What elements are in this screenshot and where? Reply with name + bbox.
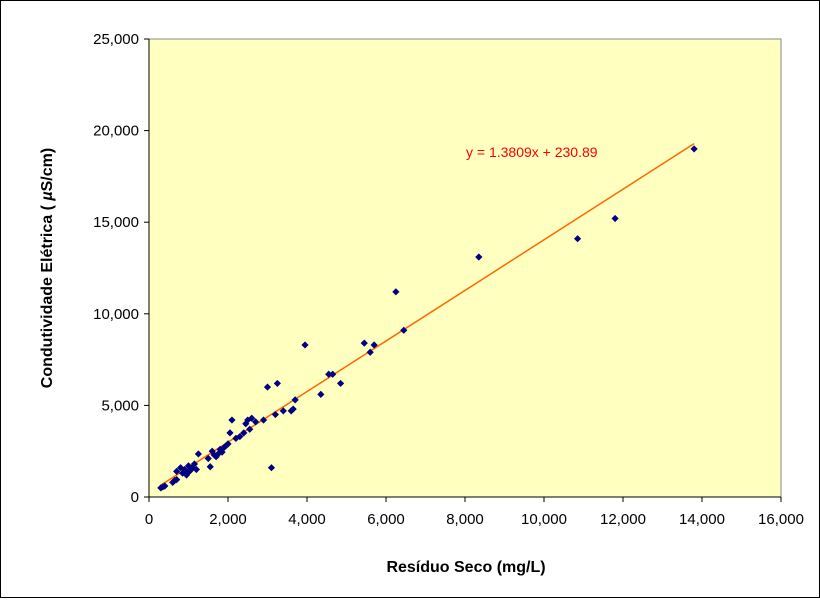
data-point bbox=[173, 467, 181, 475]
data-point bbox=[273, 379, 281, 388]
data-point bbox=[263, 383, 272, 391]
data-point bbox=[271, 410, 279, 419]
x-tick-label: 8,000 bbox=[446, 511, 484, 528]
data-point bbox=[228, 416, 236, 424]
data-point bbox=[475, 253, 483, 261]
data-point bbox=[291, 396, 299, 404]
data-point bbox=[194, 450, 202, 458]
y-tick-label: 20,000 bbox=[93, 123, 139, 140]
data-point bbox=[317, 390, 325, 399]
data-point bbox=[329, 370, 337, 378]
y-axis-title: Condutividade Elétrica ( µS/cm) bbox=[39, 148, 56, 388]
data-point bbox=[206, 463, 214, 471]
x-tick-label: 4,000 bbox=[288, 511, 326, 528]
data-point bbox=[392, 288, 400, 296]
y-tick-label: 15,000 bbox=[93, 214, 139, 231]
y-axis: 0 5,000 10,000 15,000 20,000 25,000 bbox=[93, 31, 150, 506]
data-point bbox=[224, 440, 232, 448]
data-point bbox=[611, 214, 619, 223]
data-point bbox=[690, 145, 698, 153]
data-point bbox=[242, 420, 250, 428]
data-point bbox=[212, 453, 220, 461]
trendline-equation: y = 1.3809x + 230.89 bbox=[466, 144, 598, 160]
y-axis-title-prefix: Condutividade Elétrica ( bbox=[39, 201, 56, 389]
x-tick-label: 16,000 bbox=[758, 511, 804, 528]
data-point bbox=[360, 339, 368, 347]
data-point bbox=[259, 416, 268, 424]
y-tick-label: 25,000 bbox=[93, 31, 139, 48]
x-tick-label: 14,000 bbox=[679, 511, 725, 528]
data-point bbox=[173, 475, 181, 484]
data-point bbox=[186, 466, 195, 475]
data-point bbox=[222, 442, 230, 450]
data-point bbox=[325, 370, 333, 378]
data-point bbox=[573, 235, 582, 243]
x-axis-title: Resíduo Seco (mg/L) bbox=[386, 559, 545, 576]
data-point bbox=[289, 405, 297, 413]
data-point bbox=[246, 425, 254, 433]
data-point bbox=[301, 341, 309, 349]
data-point bbox=[232, 434, 240, 442]
data-point bbox=[252, 418, 260, 426]
data-point bbox=[248, 414, 256, 422]
x-tick-label: 2,000 bbox=[209, 511, 247, 528]
x-tick-label: 6,000 bbox=[367, 511, 405, 528]
data-point bbox=[184, 462, 193, 470]
y-axis-title-suffix: S/cm) bbox=[39, 148, 56, 192]
data-point bbox=[218, 448, 226, 456]
data-point bbox=[204, 454, 212, 463]
plot-area bbox=[148, 38, 782, 498]
data-point bbox=[240, 429, 248, 437]
data-point bbox=[190, 460, 199, 468]
data-point bbox=[400, 326, 408, 334]
y-tick-label: 5,000 bbox=[101, 397, 139, 414]
data-point bbox=[226, 429, 234, 437]
data-point bbox=[180, 465, 189, 474]
data-point bbox=[236, 432, 244, 441]
x-tick-label: 12,000 bbox=[600, 511, 646, 528]
data-point bbox=[192, 465, 200, 474]
data-point bbox=[336, 379, 345, 388]
data-point bbox=[220, 443, 228, 452]
x-tick-label: 0 bbox=[145, 511, 153, 528]
data-point bbox=[161, 482, 169, 490]
y-tick-label: 0 bbox=[131, 489, 139, 506]
x-tick-label: 10,000 bbox=[521, 511, 567, 528]
x-axis: 0 2,000 4,000 6,000 8,000 10,000 12,000 14,000 1… bbox=[145, 496, 804, 528]
data-point bbox=[267, 464, 276, 472]
data-points bbox=[157, 145, 698, 492]
y-tick-label: 10,000 bbox=[93, 306, 139, 323]
data-point bbox=[279, 407, 287, 415]
data-point bbox=[177, 464, 185, 472]
data-point bbox=[370, 341, 378, 349]
data-point bbox=[244, 416, 252, 424]
y-axis-title-mu: µ bbox=[39, 191, 56, 201]
data-point bbox=[366, 348, 374, 356]
